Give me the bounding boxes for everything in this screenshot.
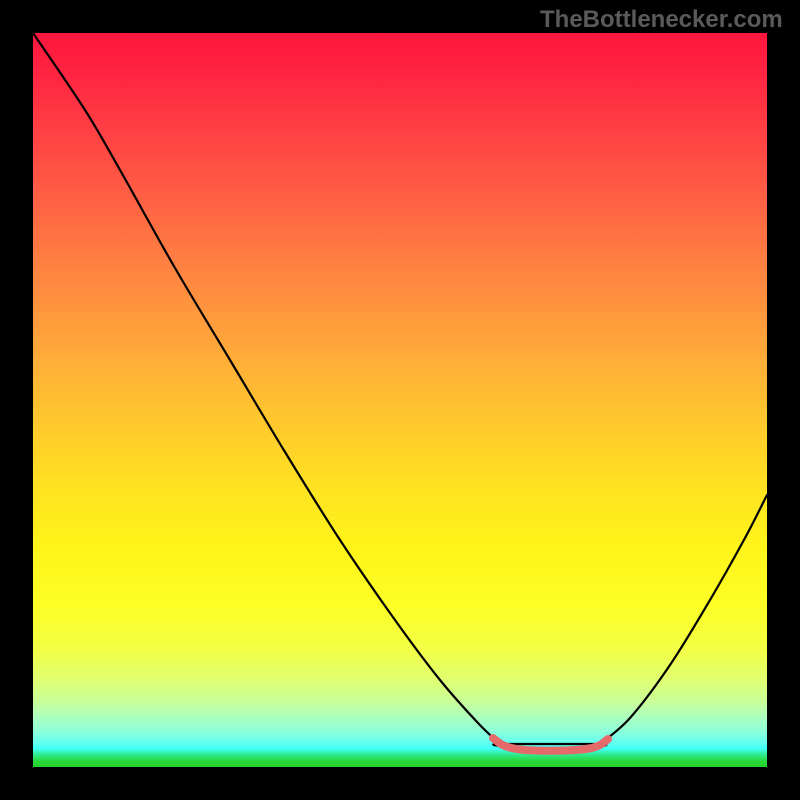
bottleneck-chart: TheBottlenecker.com [0, 0, 800, 800]
plot-background [33, 33, 767, 767]
chart-svg [0, 0, 800, 800]
watermark-text: TheBottlenecker.com [540, 6, 783, 34]
